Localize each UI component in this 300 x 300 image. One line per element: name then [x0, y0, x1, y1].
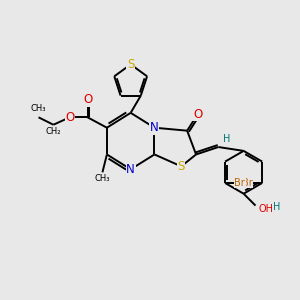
Text: S: S [178, 160, 185, 173]
Text: OH: OH [258, 204, 273, 214]
Text: CH₃: CH₃ [31, 104, 46, 113]
Text: O: O [65, 111, 74, 124]
Text: Br: Br [235, 178, 245, 188]
Text: O: O [193, 108, 202, 121]
Text: H: H [273, 202, 280, 212]
Text: O: O [83, 93, 92, 106]
Text: CH₂: CH₂ [46, 127, 61, 136]
Text: CH₃: CH₃ [95, 174, 110, 183]
Text: H: H [223, 134, 230, 144]
Text: Br: Br [242, 178, 253, 188]
Text: N: N [126, 163, 135, 176]
Text: S: S [127, 58, 134, 71]
Text: N: N [150, 121, 159, 134]
